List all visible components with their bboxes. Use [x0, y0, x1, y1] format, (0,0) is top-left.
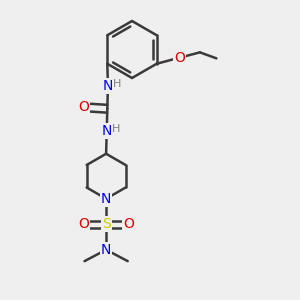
Text: H: H [113, 79, 122, 89]
Text: H: H [112, 124, 121, 134]
Text: N: N [101, 243, 111, 257]
Text: O: O [123, 217, 134, 231]
Text: N: N [101, 192, 111, 206]
Text: N: N [103, 79, 113, 93]
Text: S: S [102, 217, 110, 231]
Text: O: O [78, 100, 89, 114]
Text: O: O [174, 51, 185, 65]
Text: O: O [78, 217, 89, 231]
Text: N: N [101, 124, 112, 138]
